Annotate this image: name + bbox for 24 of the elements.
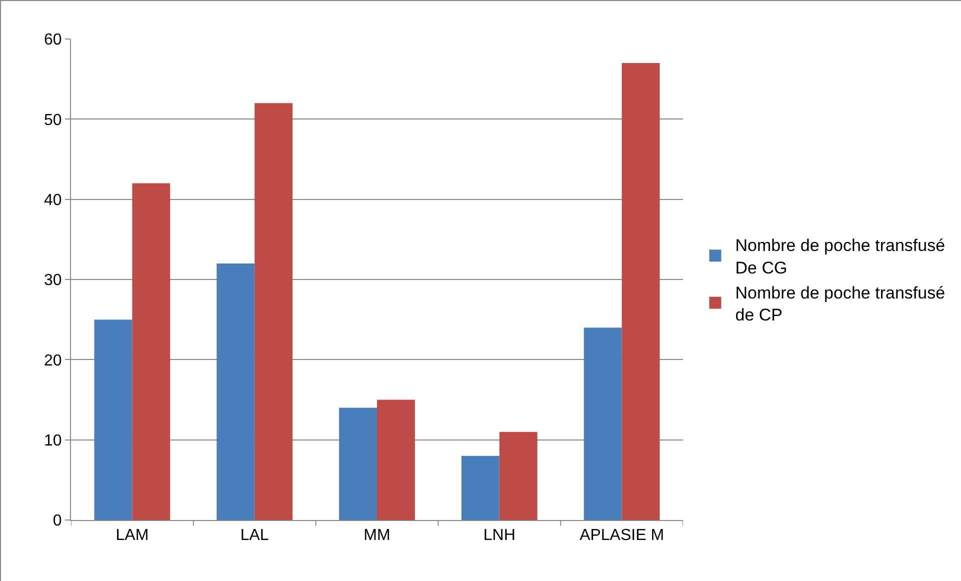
bar	[94, 320, 132, 520]
y-tick-label: 0	[52, 512, 62, 530]
x-tick-label: LNH	[483, 527, 516, 544]
bar	[377, 400, 415, 520]
bar	[461, 456, 500, 520]
y-tick-label: 40	[44, 192, 62, 209]
bar	[339, 408, 377, 520]
bar	[499, 432, 538, 520]
bar	[254, 103, 293, 520]
x-tick-label: MM	[364, 527, 390, 544]
y-tick-label: 20	[44, 352, 62, 370]
y-tick-label: 50	[44, 112, 62, 129]
legend-label: Nombre de poche transfusé De CG	[735, 236, 946, 278]
x-tick-label: APLASIE M	[580, 527, 664, 544]
bar	[216, 263, 255, 520]
y-tick-label: 60	[44, 32, 62, 49]
legend-label: Nombre de poche transfusé de CP	[735, 283, 946, 324]
x-tick-label: LAL	[240, 527, 269, 544]
bar	[132, 183, 170, 520]
bar	[584, 328, 622, 520]
y-tick-label: 30	[44, 272, 62, 290]
bar	[622, 63, 660, 520]
y-tick-label: 10	[44, 432, 62, 450]
x-tick-label: LAM	[116, 527, 149, 544]
